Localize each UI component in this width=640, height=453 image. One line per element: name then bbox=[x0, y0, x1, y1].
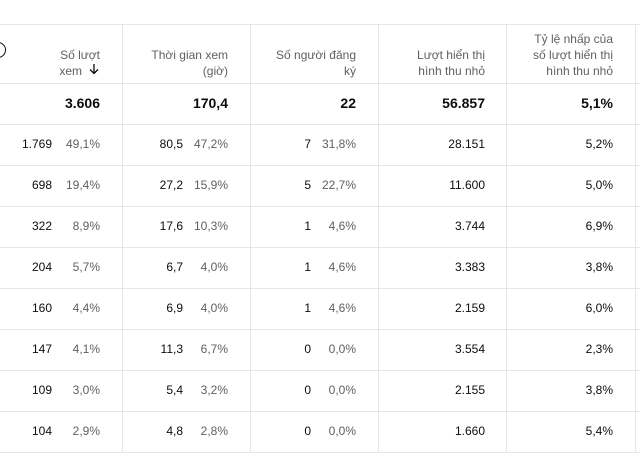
cell-ctr: 5,2% bbox=[585, 137, 613, 151]
table-row[interactable]: 147 4,1% 11,3 6,7% 0 0,0% 3.554 2,3% bbox=[0, 329, 640, 371]
cell-ctr: 3,8% bbox=[585, 383, 613, 397]
cell-ctr: 6,9% bbox=[585, 219, 613, 233]
cell-subscribers: 0 bbox=[304, 342, 311, 356]
table-row[interactable]: 109 3,0% 5,4 3,2% 0 0,0% 2.155 3,8% bbox=[0, 370, 640, 412]
cell-watch-time: 80,5 bbox=[159, 137, 183, 151]
column-divider bbox=[506, 24, 507, 453]
cell-views: 109 bbox=[31, 383, 52, 397]
cell-watch-time-percent: 6,7% bbox=[200, 342, 228, 356]
cell-subscribers-percent: 0,0% bbox=[328, 424, 356, 438]
cell-impressions: 3.744 bbox=[454, 219, 485, 233]
cell-views: 104 bbox=[31, 424, 52, 438]
arrow-down-icon[interactable] bbox=[88, 63, 100, 79]
cell-subscribers-percent: 0,0% bbox=[328, 342, 356, 356]
cell-watch-time-percent: 2,8% bbox=[200, 424, 228, 438]
cell-subscribers: 1 bbox=[304, 301, 311, 315]
cell-subscribers: 1 bbox=[304, 260, 311, 274]
cell-watch-time: 5,4 bbox=[166, 383, 183, 397]
column-divider bbox=[250, 24, 251, 453]
cell-watch-time: 27,2 bbox=[159, 178, 183, 192]
total-views: 3.606 bbox=[64, 95, 100, 111]
cell-watch-time-percent: 4,0% bbox=[200, 301, 228, 315]
total-subscribers: 22 bbox=[340, 95, 356, 111]
cell-subscribers-percent: 0,0% bbox=[328, 383, 356, 397]
cell-subscribers: 0 bbox=[304, 424, 311, 438]
column-divider bbox=[378, 24, 379, 453]
cell-watch-time: 11,3 bbox=[160, 342, 183, 356]
table-row[interactable]: 698 19,4% 27,2 15,9% 5 22,7% 11.600 5,0% bbox=[0, 165, 640, 207]
cell-views-percent: 3,0% bbox=[72, 383, 100, 397]
total-watch-time: 170,4 bbox=[192, 95, 228, 111]
table-row[interactable]: 204 5,7% 6,7 4,0% 1 4,6% 3.383 3,8% bbox=[0, 247, 640, 289]
cell-subscribers-percent: 4,6% bbox=[328, 260, 356, 274]
cell-subscribers: 5 bbox=[304, 178, 311, 192]
total-impressions: 56.857 bbox=[442, 95, 485, 111]
cell-ctr: 5,0% bbox=[585, 178, 613, 192]
table-header: Số lượt xem Thời gian xem (giờ) Số người… bbox=[0, 24, 640, 84]
cell-subscribers-percent: 4,6% bbox=[328, 219, 356, 233]
cell-watch-time-percent: 4,0% bbox=[200, 260, 228, 274]
cell-ctr: 6,0% bbox=[585, 301, 613, 315]
table-row[interactable]: 104 2,9% 4,8 2,8% 0 0,0% 1.660 5,4% bbox=[0, 411, 640, 453]
cell-views-percent: 8,9% bbox=[72, 219, 100, 233]
cell-watch-time: 17,6 bbox=[159, 219, 183, 233]
totals-row: 3.606 170,4 22 56.857 5,1% bbox=[0, 83, 640, 125]
cell-views: 322 bbox=[31, 219, 52, 233]
column-divider bbox=[635, 24, 636, 453]
cell-watch-time-percent: 10,3% bbox=[193, 219, 228, 233]
cell-watch-time-percent: 47,2% bbox=[193, 137, 228, 151]
cell-views-percent: 2,9% bbox=[72, 424, 100, 438]
cell-views: 1.769 bbox=[21, 137, 52, 151]
cell-views-percent: 19,4% bbox=[65, 178, 100, 192]
header-ctr[interactable]: Tỷ lệ nhấp của số lượt hiển thị hình thu… bbox=[533, 32, 613, 78]
cell-views-percent: 5,7% bbox=[72, 260, 100, 274]
cell-subscribers: 7 bbox=[304, 137, 311, 151]
cell-views: 160 bbox=[31, 301, 52, 315]
total-ctr: 5,1% bbox=[581, 95, 613, 111]
cell-watch-time-percent: 15,9% bbox=[193, 178, 228, 192]
cell-impressions: 11.600 bbox=[449, 178, 485, 192]
cell-impressions: 3.554 bbox=[454, 342, 485, 356]
cell-impressions: 2.155 bbox=[454, 383, 485, 397]
cell-ctr: 5,4% bbox=[585, 424, 613, 438]
cell-views: 147 bbox=[31, 342, 52, 356]
column-divider bbox=[122, 24, 123, 453]
cell-impressions: 3.383 bbox=[454, 260, 485, 274]
header-impressions[interactable]: Lượt hiển thị hình thu nhỏ bbox=[417, 48, 485, 78]
header-watch-time[interactable]: Thời gian xem (giờ) bbox=[151, 48, 228, 78]
cell-ctr: 2,3% bbox=[585, 342, 613, 356]
header-subscribers[interactable]: Số người đăng ký bbox=[276, 48, 356, 78]
cell-subscribers-percent: 31,8% bbox=[321, 137, 356, 151]
table-row[interactable]: 1.769 49,1% 80,5 47,2% 7 31,8% 28.151 5,2% bbox=[0, 124, 640, 166]
cell-impressions: 1.660 bbox=[454, 424, 485, 438]
cell-impressions: 2.159 bbox=[454, 301, 485, 315]
cell-watch-time-percent: 3,2% bbox=[200, 383, 228, 397]
cell-subscribers: 0 bbox=[304, 383, 311, 397]
cell-watch-time: 6,7 bbox=[166, 260, 183, 274]
cell-subscribers-percent: 4,6% bbox=[328, 301, 356, 315]
cell-watch-time: 4,8 bbox=[166, 424, 183, 438]
cell-views-percent: 4,1% bbox=[72, 342, 100, 356]
cell-ctr: 3,8% bbox=[585, 260, 613, 274]
header-views[interactable]: Số lượt xem bbox=[59, 48, 100, 79]
table-row[interactable]: 160 4,4% 6,9 4,0% 1 4,6% 2.159 6,0% bbox=[0, 288, 640, 330]
cell-impressions: 28.151 bbox=[448, 137, 485, 151]
cell-views: 698 bbox=[31, 178, 52, 192]
cell-watch-time: 6,9 bbox=[166, 301, 183, 315]
cell-subscribers-percent: 22,7% bbox=[321, 178, 356, 192]
table-row[interactable]: 322 8,9% 17,6 10,3% 1 4,6% 3.744 6,9% bbox=[0, 206, 640, 248]
cell-subscribers: 1 bbox=[304, 219, 311, 233]
cell-views: 204 bbox=[31, 260, 52, 274]
cell-views-percent: 49,1% bbox=[65, 137, 100, 151]
cell-views-percent: 4,4% bbox=[72, 301, 100, 315]
